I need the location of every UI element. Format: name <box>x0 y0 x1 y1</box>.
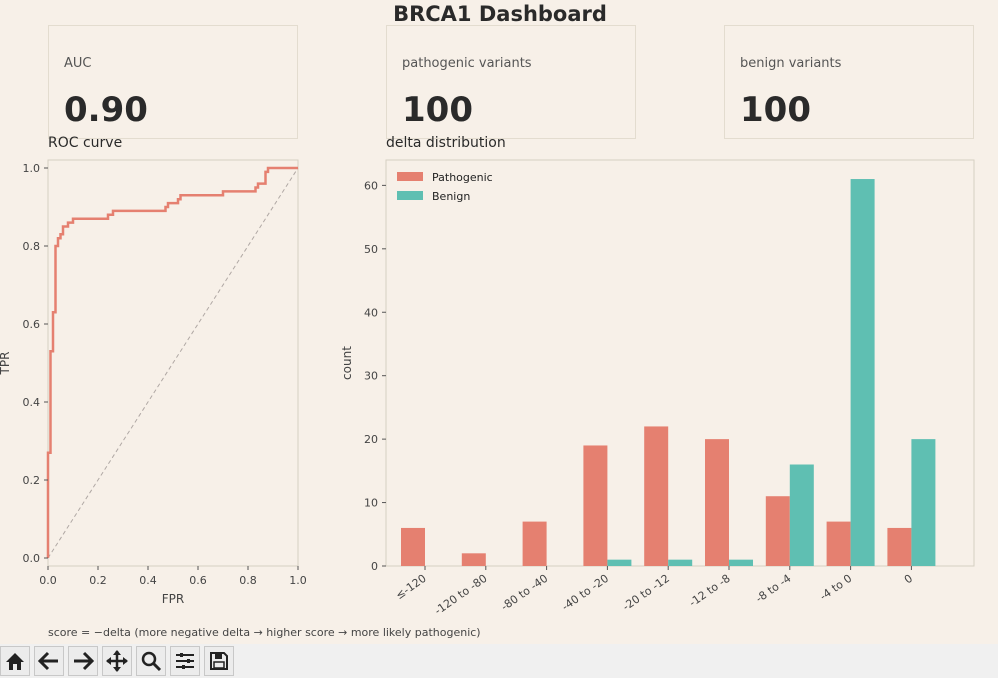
auc-label: AUC <box>64 56 92 71</box>
pathogenic-bar <box>644 426 669 566</box>
back-icon <box>38 651 58 671</box>
configure-icon <box>176 653 194 669</box>
roc-curve-line <box>46 166 298 558</box>
delta-y-tick-label: 40 <box>364 306 378 319</box>
roc-x-tick-label: 0.2 <box>89 574 107 587</box>
delta-x-tick-label: -8 to -4 <box>753 572 793 606</box>
pathogenic-bar <box>887 527 912 566</box>
pathogenic-value: 100 <box>402 90 473 130</box>
legend-swatch-benign <box>397 191 423 200</box>
pathogenic-label: pathogenic variants <box>402 56 532 71</box>
benign-label: benign variants <box>740 56 842 71</box>
pan-button[interactable] <box>102 646 132 676</box>
delta-y-tick-label: 0 <box>371 560 378 573</box>
zoom-icon <box>141 651 162 672</box>
pathogenic-bar <box>461 553 486 566</box>
benign-bar <box>789 464 814 566</box>
delta-y-axis-label: count <box>340 346 354 380</box>
roc-y-tick-label: 0.8 <box>23 240 41 253</box>
roc-y-tick-label: 0.4 <box>23 396 41 409</box>
delta-x-tick-label: -80 to -40 <box>499 572 551 614</box>
delta-chart: ≤-120 -120 to -80 -80 to -40 -40 to -20 -20 … <box>340 159 975 618</box>
roc-x-axis-label: FPR <box>162 592 184 606</box>
benign-card: benign variants 100 <box>724 25 974 139</box>
roc-y-tick-label: 0.0 <box>23 552 41 565</box>
delta-plot-frame <box>385 159 975 567</box>
roc-x-tick-label: 0.0 <box>39 574 57 587</box>
zoom-button[interactable] <box>136 646 166 676</box>
pathogenic-bar <box>522 521 547 566</box>
roc-chart: 0.0 0.2 0.4 0.6 0.8 1.0 0.0 0.2 0.4 0.6 0.8 1.0 FPR T… <box>0 159 307 606</box>
roc-x-tick-label: 1.0 <box>289 574 307 587</box>
back-button[interactable] <box>34 646 64 676</box>
benign-bar <box>911 439 936 566</box>
legend-swatch-pathogenic <box>397 172 423 181</box>
roc-y-tick-label: 1.0 <box>23 162 41 175</box>
delta-y-tick-label: 50 <box>364 243 378 256</box>
legend-label-benign: Benign <box>432 190 470 203</box>
toolbar <box>0 644 998 678</box>
dashboard-title: BRCA1 Dashboard <box>393 2 607 26</box>
delta-title: delta distribution <box>386 135 506 151</box>
configure-button[interactable] <box>170 646 200 676</box>
roc-x-tick-label: 0.4 <box>139 574 157 587</box>
pathogenic-card: pathogenic variants 100 <box>386 25 636 139</box>
save-button[interactable] <box>204 646 234 676</box>
delta-x-tick-label: 0 <box>902 572 915 587</box>
pathogenic-bar <box>705 439 729 566</box>
benign-bar <box>850 179 875 566</box>
auc-value: 0.90 <box>64 90 148 130</box>
roc-title: ROC curve <box>48 135 123 151</box>
delta-x-tick-label: -40 to -20 <box>559 572 611 614</box>
delta-y-tick-label: 20 <box>364 433 378 446</box>
home-button[interactable] <box>0 646 30 676</box>
pathogenic-bar <box>583 445 608 566</box>
legend-label-pathogenic: Pathogenic <box>432 171 493 184</box>
delta-x-tick-label: ≤-120 <box>393 572 428 602</box>
benign-bar <box>607 559 632 566</box>
roc-plot-frame <box>47 159 299 567</box>
footnote: score = −delta (more negative delta → hi… <box>48 626 481 639</box>
benign-bar <box>729 559 753 566</box>
forward-button[interactable] <box>68 646 98 676</box>
pathogenic-bar <box>765 496 790 566</box>
delta-y-tick-label: 30 <box>364 370 378 383</box>
delta-x-tick-label: -12 to -8 <box>687 572 733 610</box>
delta-x-tick-label: -20 to -12 <box>620 572 672 614</box>
roc-chance-line <box>47 167 299 559</box>
roc-x-tick-label: 0.8 <box>239 574 257 587</box>
delta-y-tick-label: 60 <box>364 179 378 192</box>
benign-value: 100 <box>740 90 811 130</box>
pan-icon <box>106 650 128 672</box>
roc-x-tick-label: 0.6 <box>189 574 207 587</box>
pathogenic-bar <box>401 527 425 566</box>
pathogenic-bar <box>826 521 851 566</box>
roc-y-tick-label: 0.2 <box>23 474 41 487</box>
benign-bar <box>668 559 693 566</box>
home-icon <box>6 653 24 670</box>
save-icon <box>210 652 228 670</box>
delta-x-tick-label: -120 to -80 <box>432 572 489 618</box>
auc-card: AUC 0.90 <box>48 25 298 139</box>
delta-y-tick-label: 10 <box>364 497 378 510</box>
roc-y-tick-label: 0.6 <box>23 318 41 331</box>
delta-x-tick-label: -4 to 0 <box>817 572 854 603</box>
roc-y-axis-label: TPR <box>0 352 12 376</box>
forward-icon <box>74 651 94 671</box>
